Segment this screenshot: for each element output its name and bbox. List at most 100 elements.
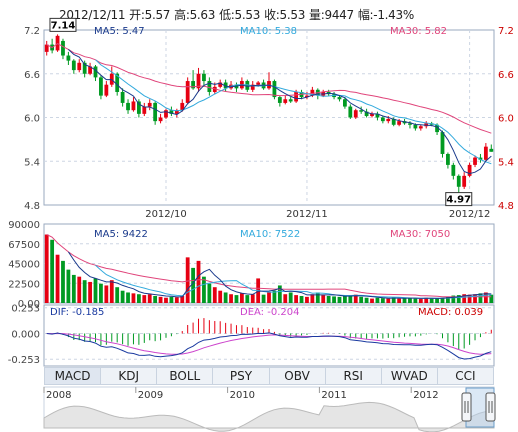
- macd-axis-label: 0.000: [11, 329, 40, 340]
- volume-bar: [283, 294, 288, 303]
- volume-bar: [261, 294, 266, 303]
- volume-bar: [207, 283, 212, 303]
- quote-low: 低:5.53: [219, 8, 261, 22]
- volume-bar: [402, 298, 407, 303]
- candle-body: [272, 81, 277, 98]
- candle-body: [126, 102, 130, 111]
- volume-bar: [353, 294, 358, 303]
- volume-bar: [185, 257, 190, 303]
- candle-body: [158, 117, 163, 122]
- macd-legend: MACD: 0.039: [418, 307, 483, 318]
- quote-close: 收:5.53: [264, 8, 306, 22]
- candle-body: [391, 118, 396, 125]
- volume-bar: [77, 276, 82, 303]
- candle-body: [370, 113, 374, 117]
- volume-bar: [337, 296, 342, 303]
- tab-wvad[interactable]: WVAD: [382, 368, 438, 384]
- candle-body: [277, 97, 282, 103]
- tab-kdj[interactable]: KDJ: [101, 368, 158, 384]
- volume-ma5-legend: MA5: 9422: [94, 229, 148, 240]
- volume-bar: [343, 295, 347, 303]
- candle-body: [483, 146, 488, 160]
- volume-bar: [299, 295, 304, 303]
- candle-body: [413, 124, 418, 129]
- volume-bar: [109, 280, 114, 303]
- timeline-drag-handle[interactable]: [461, 392, 472, 422]
- volume-bar: [234, 295, 239, 303]
- tab-boll[interactable]: BOLL: [157, 368, 214, 384]
- price-axis-label-right: 6.0: [498, 114, 514, 125]
- volume-bar: [435, 298, 439, 303]
- volume-bar: [99, 283, 103, 303]
- candle-body: [462, 175, 467, 187]
- tab-cci[interactable]: CCI: [455, 369, 476, 383]
- candle-body: [212, 86, 217, 92]
- volume-bar: [326, 295, 331, 303]
- volume-bar: [440, 297, 445, 303]
- timeline-drag-handle[interactable]: [485, 392, 496, 422]
- volume-axis-label: 67500: [8, 240, 40, 251]
- volume-bar: [391, 297, 396, 303]
- candle-body: [174, 110, 179, 114]
- timeline-year-label: 2008: [46, 390, 71, 401]
- volume-bar: [288, 292, 293, 303]
- tab-psy[interactable]: PSY: [213, 368, 270, 384]
- macd-axis-label: -0.253: [8, 355, 40, 366]
- candle-body: [473, 157, 477, 165]
- tab-macd[interactable]: MACD: [45, 368, 102, 384]
- dif-line: [46, 332, 492, 360]
- volume-axis-label: 45000: [8, 260, 40, 271]
- candle-body: [120, 91, 125, 103]
- volume-bar: [218, 290, 223, 303]
- tab-rsi[interactable]: RSI: [326, 368, 382, 384]
- candle-body: [185, 81, 190, 103]
- candle-body: [66, 55, 71, 61]
- volume-bar: [153, 295, 158, 303]
- volume-bar: [61, 260, 65, 303]
- volume-ma30-legend: MA30: 7050: [390, 229, 450, 240]
- volume-bar: [473, 294, 477, 303]
- timeline-overview-area: [43, 401, 495, 432]
- price-axis-label-right: 4.8: [498, 201, 514, 212]
- volume-bar: [478, 293, 483, 303]
- volume-bar: [386, 298, 391, 303]
- candle-body: [115, 73, 120, 92]
- volume-bar: [126, 292, 130, 303]
- volume-bar: [88, 281, 92, 303]
- volume-bar: [315, 292, 320, 303]
- volume-bar: [229, 294, 233, 303]
- candle-body: [446, 153, 450, 165]
- volume-bar: [467, 294, 472, 303]
- volume-bar: [408, 297, 412, 303]
- candle-body: [207, 81, 212, 92]
- volume-bar: [267, 292, 271, 303]
- volume-bar: [272, 290, 277, 303]
- volume-bar: [71, 274, 76, 303]
- ma5-legend: MA5: 5.47: [94, 26, 145, 37]
- volume-bar: [451, 295, 456, 303]
- volume-bar: [245, 295, 250, 303]
- price-axis-label-right: 7.2: [498, 26, 514, 37]
- candle-body: [153, 102, 158, 122]
- volume-axis-label: 0.00: [18, 299, 40, 310]
- candle-body: [478, 157, 483, 160]
- tab-obv[interactable]: OBV: [270, 368, 326, 384]
- candle-body: [343, 99, 347, 107]
- candle-body: [440, 132, 445, 154]
- candle-body: [397, 121, 402, 125]
- candle-body: [250, 84, 255, 90]
- volume-bar: [250, 294, 255, 303]
- indicator-tabs: MACD KDJ BOLL PSY OBV RSI WVAD CCI: [44, 367, 494, 385]
- candle-body: [82, 62, 87, 74]
- price-annotation-box: [445, 192, 473, 207]
- candle-body: [418, 126, 423, 129]
- price-axis-label-left: 7.2: [24, 26, 40, 37]
- volume-bar: [483, 292, 488, 303]
- candle-body: [136, 101, 141, 114]
- timeline-year-label: 2009: [138, 390, 163, 401]
- candle-body: [104, 84, 109, 96]
- volume-bar: [418, 299, 423, 303]
- volume-bar: [142, 295, 147, 303]
- volume-bar: [429, 298, 434, 303]
- price-axis-label-left: 5.4: [24, 157, 40, 168]
